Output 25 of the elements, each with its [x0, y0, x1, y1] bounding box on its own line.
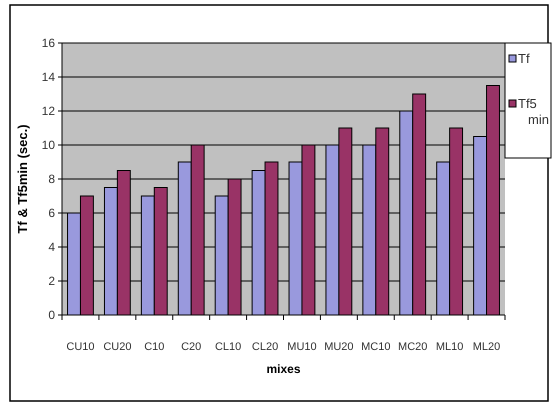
y-tick-label: 4	[48, 240, 56, 254]
y-tick-label: 6	[48, 206, 56, 220]
x-tick-label: CU20	[103, 341, 132, 353]
y-tick-label: 12	[42, 104, 56, 118]
x-tick-label: ML10	[436, 341, 464, 353]
x-tick-label: CU10	[66, 341, 95, 353]
y-axis-title: Tf & Tf5min (sec.)	[15, 124, 30, 234]
y-tick-label: 0	[48, 308, 56, 322]
y-tick-label: 16	[42, 36, 56, 50]
x-tick-label: CL10	[214, 341, 242, 353]
x-tick-label: MC20	[398, 341, 428, 353]
x-tick-label: C20	[181, 341, 202, 353]
x-tick-label: CL20	[252, 341, 278, 353]
y-tick-label: 10	[42, 138, 56, 152]
x-tick-label: C10	[144, 341, 164, 353]
y-tick-label: 2	[48, 274, 56, 288]
legend-label: Tf	[518, 51, 530, 66]
y-tick-label: 8	[48, 172, 56, 186]
y-tick-label: 14	[42, 70, 56, 84]
x-tick-label: MU10	[287, 341, 317, 353]
x-tick-label: MC10	[361, 341, 390, 353]
x-tick-label: MU20	[324, 341, 354, 353]
x-tick-label: ML20	[472, 341, 500, 353]
legend-label: Tf5 min	[518, 96, 549, 127]
x-axis-title: mixes	[266, 362, 301, 376]
